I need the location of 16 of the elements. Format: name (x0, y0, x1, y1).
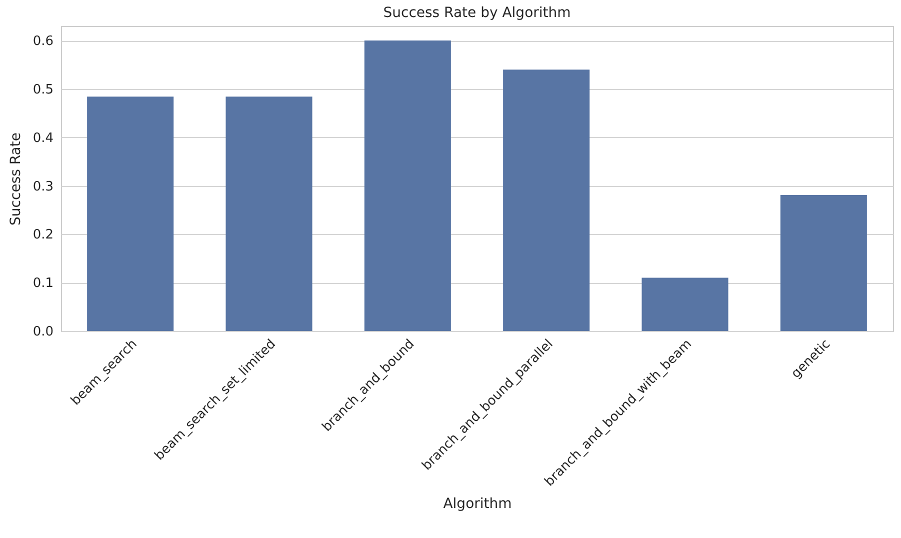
y-tick-label: 0.5 (32, 82, 54, 98)
bar (364, 40, 451, 331)
y-tick-label: 0.3 (32, 179, 54, 194)
y-tick-label: 0.1 (32, 276, 54, 292)
bar (503, 70, 590, 331)
y-tick-label: 0.2 (32, 228, 54, 243)
x-axis-title: Algorithm (443, 496, 512, 512)
y-axis-title: Success Rate (8, 132, 24, 226)
bar (226, 96, 312, 331)
y-tick-label: 0.6 (32, 34, 54, 50)
bar (87, 96, 174, 331)
bar (780, 194, 867, 331)
chart-title: Success Rate by Algorithm (383, 5, 571, 21)
y-tick-label: 0.0 (32, 324, 54, 340)
bar (642, 278, 728, 331)
y-tick-label: 0.4 (32, 130, 54, 146)
